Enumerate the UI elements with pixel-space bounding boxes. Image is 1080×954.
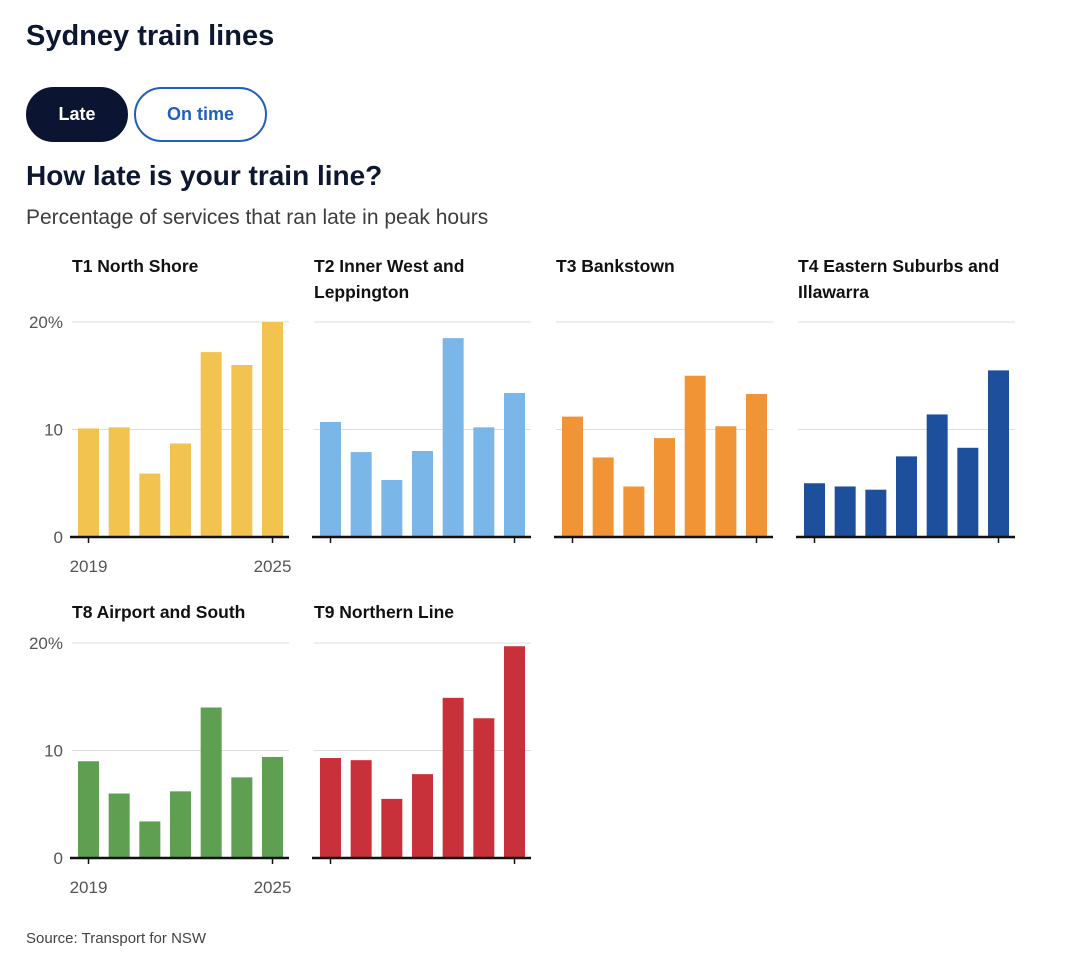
late-button[interactable]: Late (26, 87, 128, 142)
bar-2024 (473, 718, 495, 858)
bar-2019 (78, 428, 99, 537)
panel-3: T3 Bankstown (554, 256, 773, 543)
x-tick-label: 2019 (70, 878, 108, 897)
bar-2022 (170, 791, 191, 858)
x-tick-label: 2025 (254, 878, 292, 897)
bar-2020 (108, 793, 130, 858)
bar-2022 (896, 456, 917, 537)
bar-2022 (412, 451, 433, 537)
bar-2025 (262, 756, 283, 858)
bar-2025 (262, 322, 283, 537)
y-tick-label: 0 (54, 528, 63, 547)
chart-subtitle: Percentage of services that ran late in … (26, 206, 489, 229)
bar-2019 (804, 483, 825, 537)
bar-2024 (473, 427, 495, 537)
bar-2019 (78, 761, 99, 858)
panel-title: T1 North Shore (72, 256, 199, 276)
y-tick-label: 0 (54, 849, 63, 868)
panel-2: T2 Inner West and Leppington (312, 256, 531, 543)
panel-title: T8 Airport and South (72, 602, 245, 622)
page-title: Sydney train lines (26, 20, 275, 52)
bar-2020 (350, 452, 372, 537)
bar-2025 (504, 392, 525, 537)
y-tick-label: 10 (44, 421, 63, 440)
panel-title: T4 Eastern Suburbs and Illawarra (798, 256, 999, 302)
bar-2019 (562, 416, 583, 537)
panel-1: T1 North Shore 0 10 20% 2019 2025 (29, 256, 291, 576)
bar-2022 (412, 774, 433, 858)
bar-2020 (834, 486, 856, 537)
bar-2021 (623, 486, 645, 537)
bar-2020 (592, 457, 614, 537)
chart-heading: How late is your train line? (26, 160, 383, 191)
bar-2021 (381, 798, 403, 858)
bar-2023 (684, 375, 706, 537)
source-note: Source: Transport for NSW (26, 930, 207, 947)
bar-2023 (442, 338, 464, 537)
panel-4: T4 Eastern Suburbs and Illawarra (796, 256, 1015, 543)
bar-2021 (381, 480, 403, 537)
y-tick-label: 10 (44, 742, 63, 761)
bar-2024 (957, 447, 979, 537)
x-tick-label: 2019 (70, 557, 108, 576)
bar-2023 (200, 707, 222, 858)
bar-2021 (139, 821, 161, 858)
panel-5: T8 Airport and South 0 10 20% 2019 2025 (29, 602, 291, 897)
bar-2020 (108, 427, 130, 537)
bar-2025 (504, 646, 525, 858)
bar-2025 (988, 370, 1009, 537)
panel-title: T2 Inner West and Leppington (314, 256, 464, 302)
panel-title: T9 Northern Line (314, 602, 454, 622)
bar-2022 (170, 443, 191, 537)
y-tick-label: 20% (29, 634, 63, 653)
bar-2024 (231, 777, 253, 858)
panel-6: T9 Northern Line (312, 602, 531, 864)
bar-2019 (320, 421, 341, 537)
bar-2022 (654, 438, 675, 537)
bar-2023 (926, 414, 948, 537)
on-time-button[interactable]: On time (134, 87, 267, 142)
bar-2021 (865, 489, 887, 537)
bar-2023 (200, 352, 222, 537)
y-tick-label: 20% (29, 313, 63, 332)
x-tick-label: 2025 (254, 557, 292, 576)
bar-2019 (320, 758, 341, 858)
bar-2021 (139, 473, 161, 537)
bar-2020 (350, 760, 372, 858)
bar-2024 (231, 365, 253, 537)
bar-2023 (442, 697, 464, 858)
bar-2025 (746, 394, 767, 537)
late-ontime-toggle: Late On time (26, 87, 267, 142)
bar-2024 (715, 426, 737, 537)
panel-title: T3 Bankstown (556, 256, 675, 276)
